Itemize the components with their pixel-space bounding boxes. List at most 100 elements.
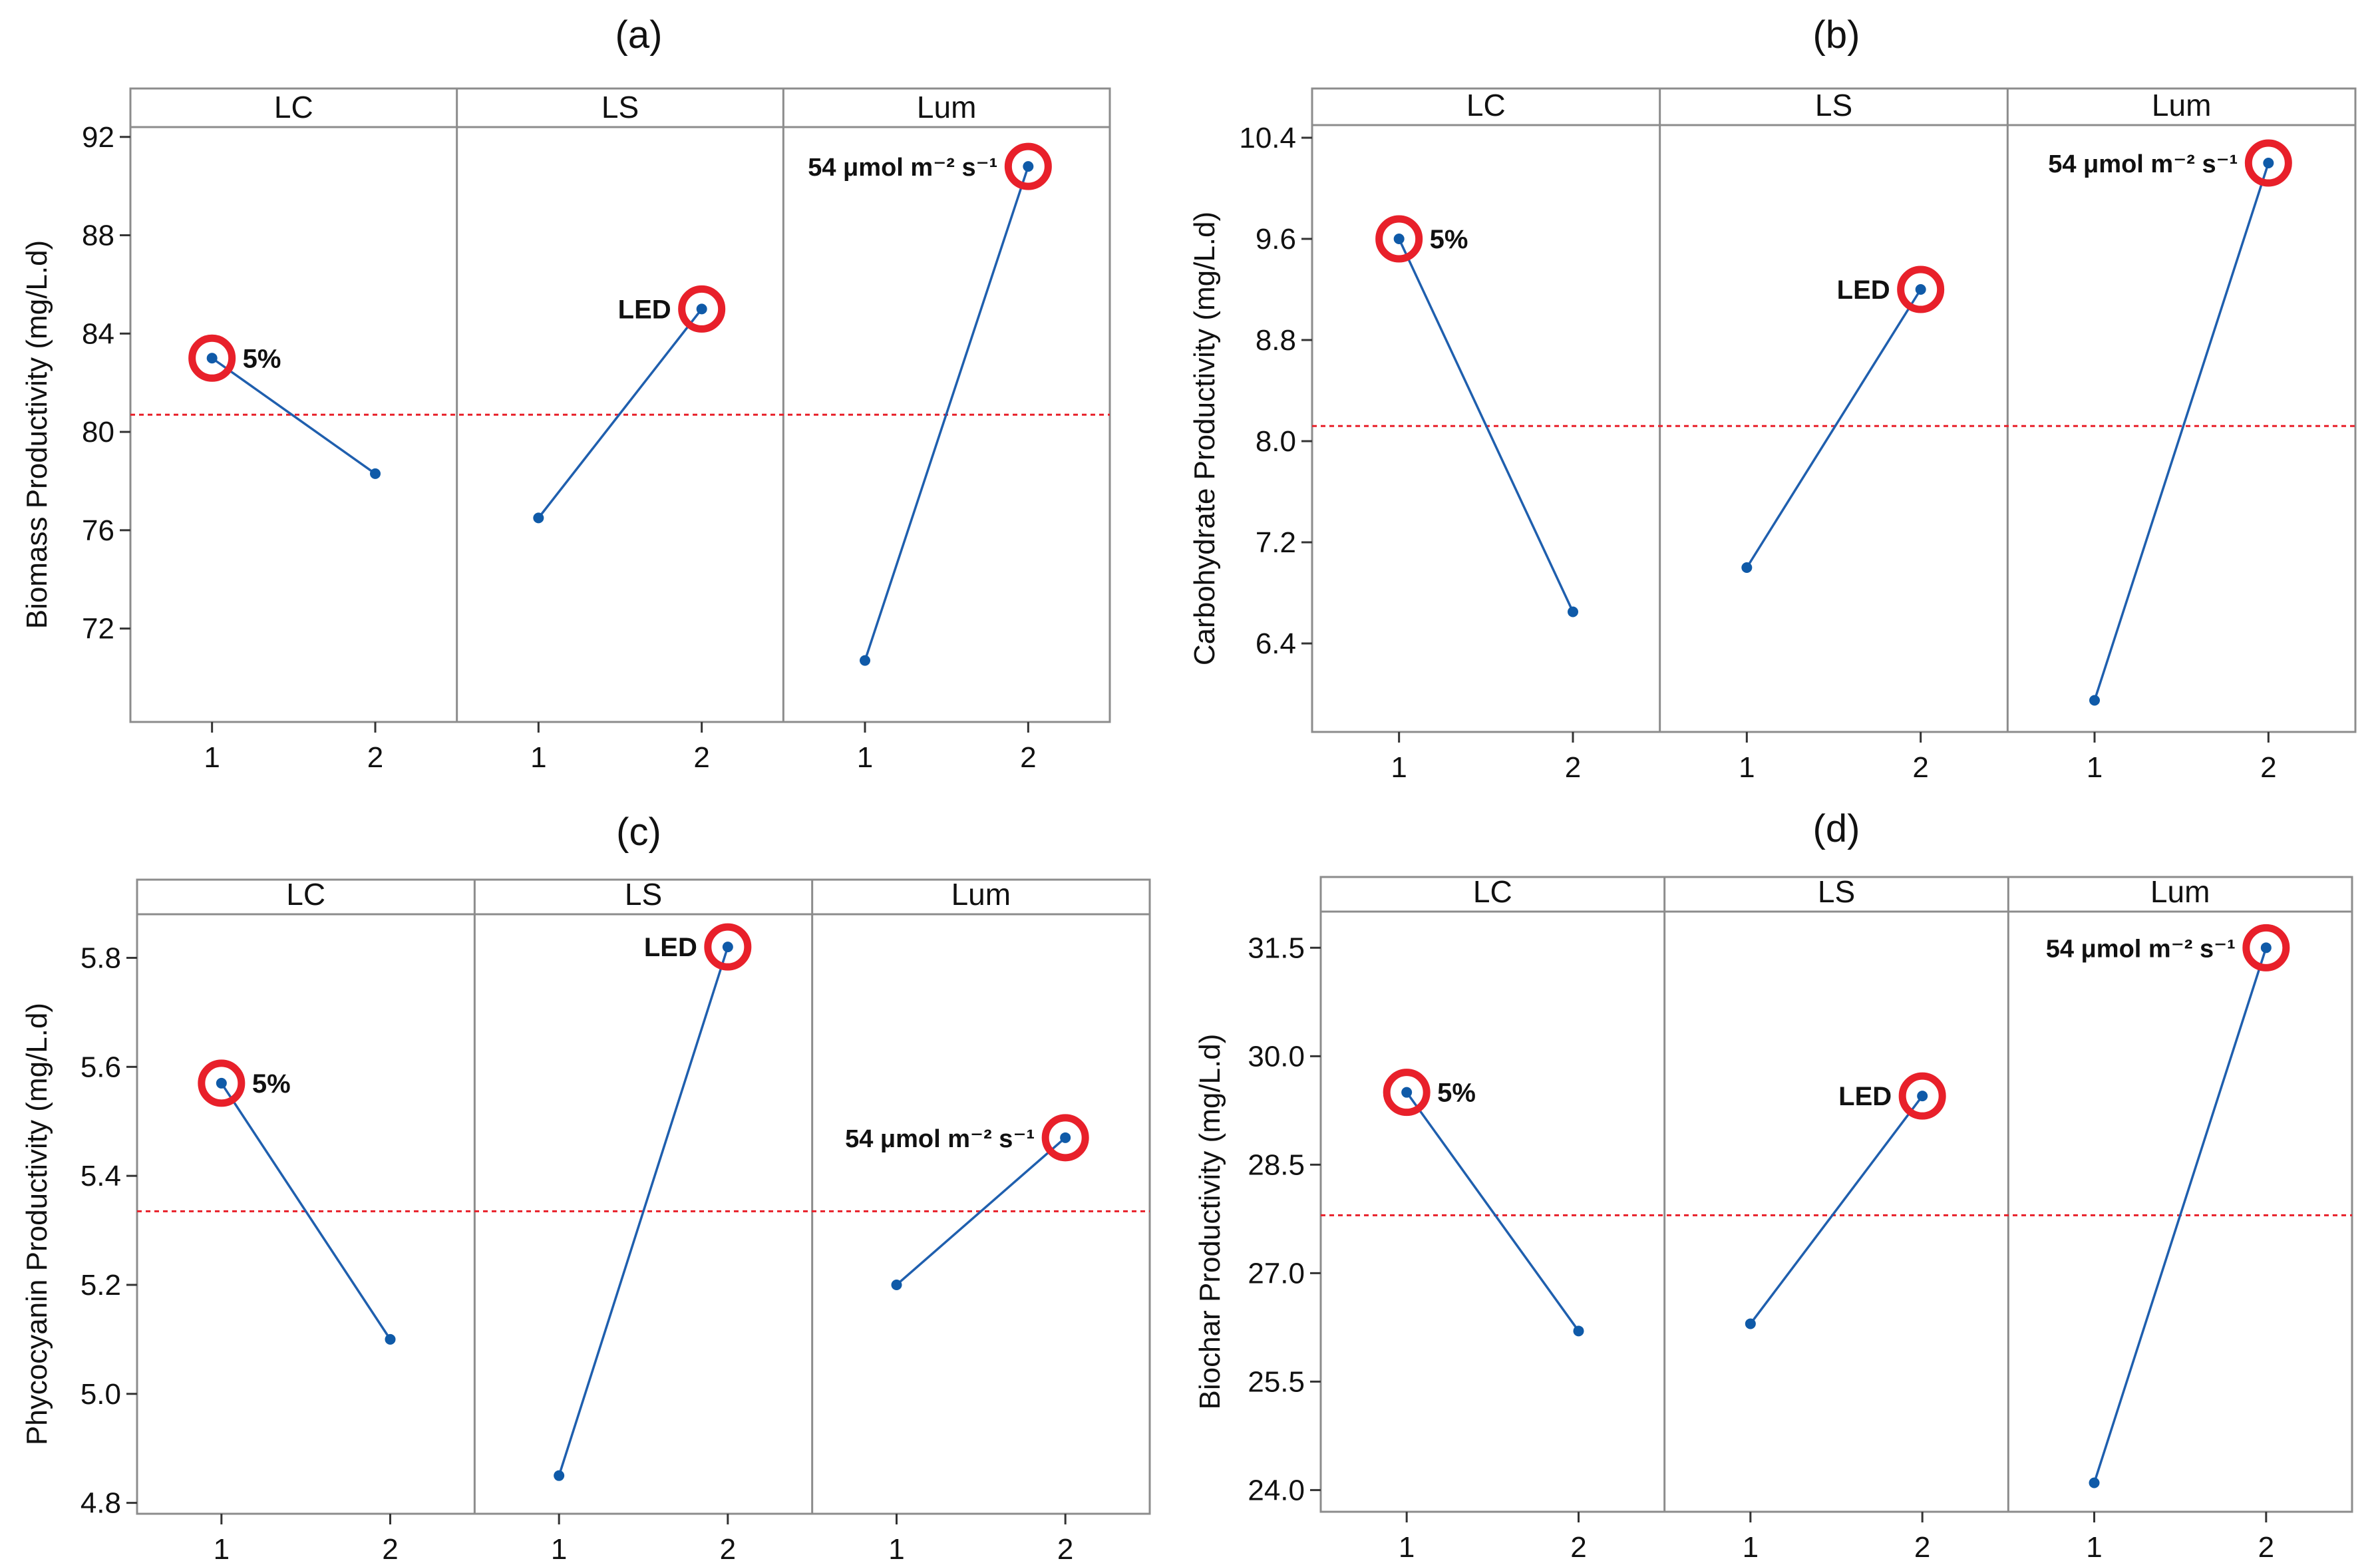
highlight-ring-ls: [1898, 1072, 1946, 1120]
data-point-ls-level-1: [1741, 562, 1753, 573]
y-axis-title: Carbohydrate Productivity (mg/L.d): [1188, 212, 1221, 665]
x-tick-label: 1: [888, 1533, 904, 1566]
data-point-ls-level-2: [1917, 1091, 1928, 1102]
y-tick-label: 30.0: [1248, 1040, 1305, 1073]
y-tick-label: 76: [82, 514, 114, 547]
facet-label-lc: LC: [286, 877, 325, 912]
series-line-lum: [2093, 947, 2268, 1484]
x-tick-label: 2: [1057, 1533, 1073, 1566]
x-tick-label: 2: [720, 1533, 736, 1566]
data-point-lc-level-1: [216, 1077, 227, 1089]
x-tick-label: 1: [1743, 1531, 1759, 1564]
x-tick-label: 1: [1739, 751, 1755, 784]
data-point-ls-level-2: [696, 303, 707, 315]
data-point-lc-level-1: [206, 353, 218, 364]
x-tick-label: 2: [1914, 1531, 1930, 1564]
x-tick-label: 1: [551, 1533, 567, 1566]
plot-frame: [1319, 876, 2353, 1513]
y-tick-label: 7.2: [1256, 526, 1296, 559]
y-tick-label: 5.0: [81, 1378, 121, 1411]
data-point-lum-level-2: [2260, 942, 2272, 954]
data-point-ls-level-1: [1745, 1318, 1756, 1329]
x-tick-label: 2: [693, 741, 709, 774]
optimum-annotation-lc: 5%: [243, 344, 281, 373]
optimum-annotation-lc: 5%: [1430, 225, 1468, 254]
facet-label-lum: Lum: [951, 877, 1011, 912]
y-tick-label: 9.6: [1256, 223, 1296, 256]
highlight-ring-ls: [1897, 265, 1945, 313]
x-tick-label: 2: [1020, 741, 1036, 774]
series-line-ls: [537, 308, 703, 519]
panel-c: (c) LC LS Lum 4.8 5.0 5.2 5.4 5.6 5.8 1 2 1 2 1 2 Phycoc…: [21, 810, 1151, 1566]
y-tick-label: 25.5: [1248, 1365, 1305, 1398]
series-line-lc: [220, 1082, 391, 1340]
data-point-lum-level-1: [2089, 1477, 2100, 1488]
data-point-ls-level-2: [722, 942, 733, 953]
y-tick-label: 5.2: [81, 1269, 121, 1302]
panel-letter-c: (c): [616, 810, 661, 854]
y-tick-label: 88: [82, 220, 114, 252]
x-tick-label: 1: [2087, 751, 2103, 784]
x-tick-label: 2: [367, 741, 383, 774]
data-point-lc-level-1: [1401, 1087, 1413, 1098]
optimum-annotation-ls: LED: [1837, 275, 1890, 305]
series-line-lum: [896, 1136, 1067, 1286]
data-point-ls-level-2: [1915, 284, 1926, 295]
panel-letter-d: (d): [1813, 807, 1860, 850]
facet-label-ls: LS: [625, 877, 662, 912]
x-tick-label: 1: [214, 1533, 230, 1566]
optimum-annotation-ls: LED: [618, 295, 671, 324]
data-point-ls-level-1: [554, 1470, 565, 1481]
data-point-lum-level-2: [1060, 1132, 1071, 1143]
data-point-lc-level-2: [1568, 606, 1578, 617]
highlight-ring-ls: [678, 285, 726, 333]
x-tick-label: 1: [857, 741, 873, 774]
y-tick-label: 72: [82, 613, 114, 645]
x-tick-label: 2: [2258, 1531, 2274, 1564]
optimum-annotation-lum: 54 μmol m⁻² s⁻¹: [2048, 150, 2238, 178]
optimum-annotation-lum: 54 μmol m⁻² s⁻¹: [2046, 935, 2236, 963]
x-tick-label: 2: [1570, 1531, 1586, 1564]
y-tick-label: 5.6: [81, 1051, 121, 1083]
y-tick-label: 6.4: [1256, 627, 1296, 660]
panel-b: (b) LC LS Lum 6.4 7.2 8.0 8.8 9.6 10.4 1 2 1 2 1 2 Carbo…: [1188, 13, 2357, 784]
y-tick-label: 80: [82, 416, 114, 448]
y-tick-label: 28.5: [1248, 1148, 1305, 1181]
x-tick-label: 2: [382, 1533, 398, 1566]
x-tick-label: 1: [530, 741, 546, 774]
y-tick-label: 10.4: [1239, 122, 1296, 154]
data-point-lum-level-2: [2263, 158, 2274, 168]
highlight-ring-lum: [1041, 1114, 1089, 1162]
data-point-lc-level-2: [370, 468, 381, 479]
panel-d: (d) LC LS Lum 24.0 25.5 27.0 28.5 30.0 31.5 1 2 1 2 1 2…: [1194, 807, 2353, 1564]
highlight-ring-lum: [2244, 139, 2292, 187]
highlight-ring-lc: [198, 1059, 246, 1107]
data-point-lum-level-1: [2089, 695, 2100, 706]
plot-frame: [129, 87, 1111, 723]
data-point-ls-level-1: [533, 512, 544, 524]
panel-letter-a: (a): [615, 13, 663, 57]
facet-label-lc: LC: [1466, 88, 1506, 122]
x-tick-label: 1: [204, 741, 220, 774]
facet-label-ls: LS: [1818, 874, 1855, 909]
series-line-lum: [2093, 162, 2270, 701]
x-tick-label: 1: [1391, 751, 1407, 784]
y-axis-title: Phycocyanin Productivity (mg/L.d): [21, 1003, 53, 1445]
plot-frame: [1311, 87, 2357, 733]
highlight-ring-lc: [188, 334, 236, 382]
y-tick-label: 5.4: [81, 1160, 121, 1192]
data-point-lum-level-1: [891, 1279, 902, 1290]
highlight-ring-lum: [2242, 924, 2290, 971]
facet-label-ls: LS: [1815, 88, 1852, 122]
facet-label-lum: Lum: [2150, 874, 2210, 909]
series-line-lc: [1405, 1091, 1580, 1332]
plot-frame: [136, 878, 1151, 1515]
data-point-lum-level-2: [1023, 161, 1034, 172]
highlight-ring-lum: [1004, 142, 1052, 190]
highlight-ring-ls: [704, 923, 752, 971]
y-tick-label: 4.8: [81, 1487, 121, 1520]
y-tick-label: 5.8: [81, 942, 121, 975]
y-tick-label: 92: [82, 121, 114, 154]
optimum-annotation-lc: 5%: [252, 1069, 291, 1099]
